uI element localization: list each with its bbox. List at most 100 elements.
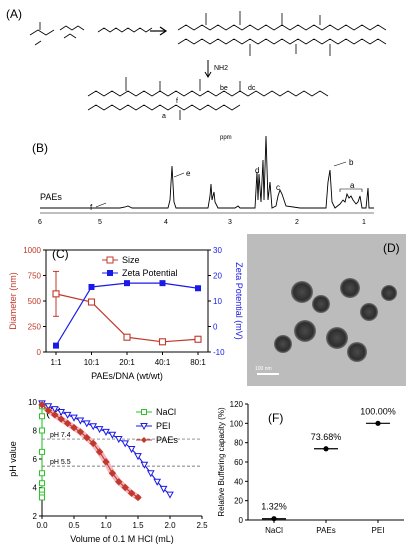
y-tick-label: 100 xyxy=(230,419,244,428)
x-tick-label: 80:1 xyxy=(190,358,206,367)
y-tick-label: 20 xyxy=(234,497,243,506)
paes-point xyxy=(134,493,142,502)
legend-nacl-marker xyxy=(141,409,147,415)
data-point xyxy=(323,446,329,452)
amine-reagent-label: NH2 xyxy=(214,65,228,72)
ppm-tick-5: 5 xyxy=(98,219,102,225)
paes-point xyxy=(63,419,72,428)
y-axis-label: pH value xyxy=(8,441,18,477)
size-point xyxy=(87,298,96,306)
paes-point xyxy=(76,428,85,436)
x-tick-label: 2.5 xyxy=(196,521,208,530)
pei-point xyxy=(153,478,162,486)
x-tick-label: 0.5 xyxy=(68,521,80,530)
data-point xyxy=(271,516,277,522)
nacl-point xyxy=(39,470,45,477)
nmr-sample-label: PAEs xyxy=(40,192,62,202)
x-tick-label: 2.0 xyxy=(164,521,176,530)
paes-point xyxy=(51,411,59,419)
paes-point xyxy=(121,483,129,492)
legend-pei-label: PEI xyxy=(156,421,171,431)
x-tick-label: 10:1 xyxy=(84,358,100,367)
nmr-spectrum-trace xyxy=(40,135,374,209)
pei-point xyxy=(102,428,110,436)
y-tick-label: 750 xyxy=(28,272,42,281)
ppm-tick-1: 1 xyxy=(362,219,366,225)
legend-paes-label: PAEs xyxy=(156,435,178,445)
nacl-point xyxy=(39,448,45,455)
zeta-point xyxy=(88,283,95,290)
tem-scale-bar xyxy=(257,373,279,375)
peak-label-a: a xyxy=(350,181,355,190)
panel-c-chart: (C) 0 250 500 750 1000 -10 0 10 20 30 1:1 10:1 20:1 4… xyxy=(8,246,244,381)
peak-label-c: c xyxy=(276,183,280,192)
ppm-tick-6: 6 xyxy=(38,219,42,225)
peak-bracket-a xyxy=(339,188,363,192)
paes-point xyxy=(89,439,97,448)
pei-point xyxy=(57,408,66,417)
zeta-point xyxy=(195,285,201,292)
y-tick-label: 1000 xyxy=(23,246,41,255)
data-point xyxy=(375,420,381,426)
x-tick-label: 1.5 xyxy=(132,521,144,530)
x-axis-label: PAEs/DNA (wt/wt) xyxy=(91,371,163,381)
y-tick-label: 10 xyxy=(28,398,37,407)
zeta-point xyxy=(159,280,166,287)
y-axis-label: Relative Buffering capacity (%) xyxy=(217,407,226,517)
y-axis-label: Diameter (nm) xyxy=(8,272,18,330)
reaction-arrowhead xyxy=(204,71,212,78)
panel-f-chart: (F) 0 20 40 60 80 100 120 Relative Buffering ca… xyxy=(217,400,404,535)
zeta-point xyxy=(53,342,59,349)
pei-point xyxy=(70,414,78,422)
legend-size-marker xyxy=(106,256,114,264)
y-tick-label: 60 xyxy=(234,458,243,467)
peak-label-b: b xyxy=(349,158,354,167)
peak-arrow-b xyxy=(333,161,347,167)
paes-point xyxy=(108,469,117,477)
peak-label-f: f xyxy=(90,203,93,212)
nacl-point xyxy=(39,480,45,487)
y-tick-label: 40 xyxy=(234,477,243,486)
paes-halo xyxy=(39,401,141,501)
paes-point xyxy=(102,458,110,466)
tem-nanoparticles xyxy=(274,278,397,362)
x-tick-label: NaCl xyxy=(265,526,283,535)
pei-point xyxy=(159,485,168,493)
nacl-point xyxy=(39,494,45,501)
x-tick-label: 0.0 xyxy=(36,521,48,530)
x-tick-label: PAEs xyxy=(316,526,335,535)
tem-scale-label: 100 nm xyxy=(255,366,272,372)
x-tick-label: PEI xyxy=(372,526,385,535)
pei-point xyxy=(166,491,174,499)
paes-point xyxy=(57,415,65,423)
scheme-label-a: a xyxy=(162,113,166,120)
x-tick-label: 40:1 xyxy=(155,358,171,367)
size-point xyxy=(123,333,131,341)
pei-point xyxy=(89,423,98,431)
polymer-bottom xyxy=(87,77,329,120)
peak-arrow-e xyxy=(173,172,185,178)
y-right-tick-label: 20 xyxy=(213,272,222,281)
paes-point xyxy=(95,448,104,456)
pei-point xyxy=(146,470,155,478)
scheme-label-dc: dc xyxy=(248,85,256,92)
y-tick-label: 4 xyxy=(33,484,38,493)
ph-reference-label: pH 7.4 xyxy=(50,432,71,439)
y-right-tick-label: 0 xyxy=(213,323,218,332)
paes-point xyxy=(127,489,136,497)
y-right-tick-label: -10 xyxy=(213,348,225,357)
ppm-tick-4: 4 xyxy=(164,219,168,225)
pei-point xyxy=(82,420,91,428)
size-point xyxy=(158,338,167,346)
panel-a-label: (A) xyxy=(6,7,22,21)
y-tick-label: 0 xyxy=(239,516,244,525)
panel-c-label: (C) xyxy=(52,247,69,261)
size-point xyxy=(52,290,60,298)
legend-zeta-label: Zeta Potential xyxy=(122,268,178,278)
y-tick-label: 120 xyxy=(230,400,244,409)
paes-point xyxy=(83,433,91,442)
x-tick-label: 1:1 xyxy=(50,358,62,367)
y-axis-label-right: Zeta Potential (mV) xyxy=(234,262,244,340)
panel-f-label: (F) xyxy=(268,411,283,425)
